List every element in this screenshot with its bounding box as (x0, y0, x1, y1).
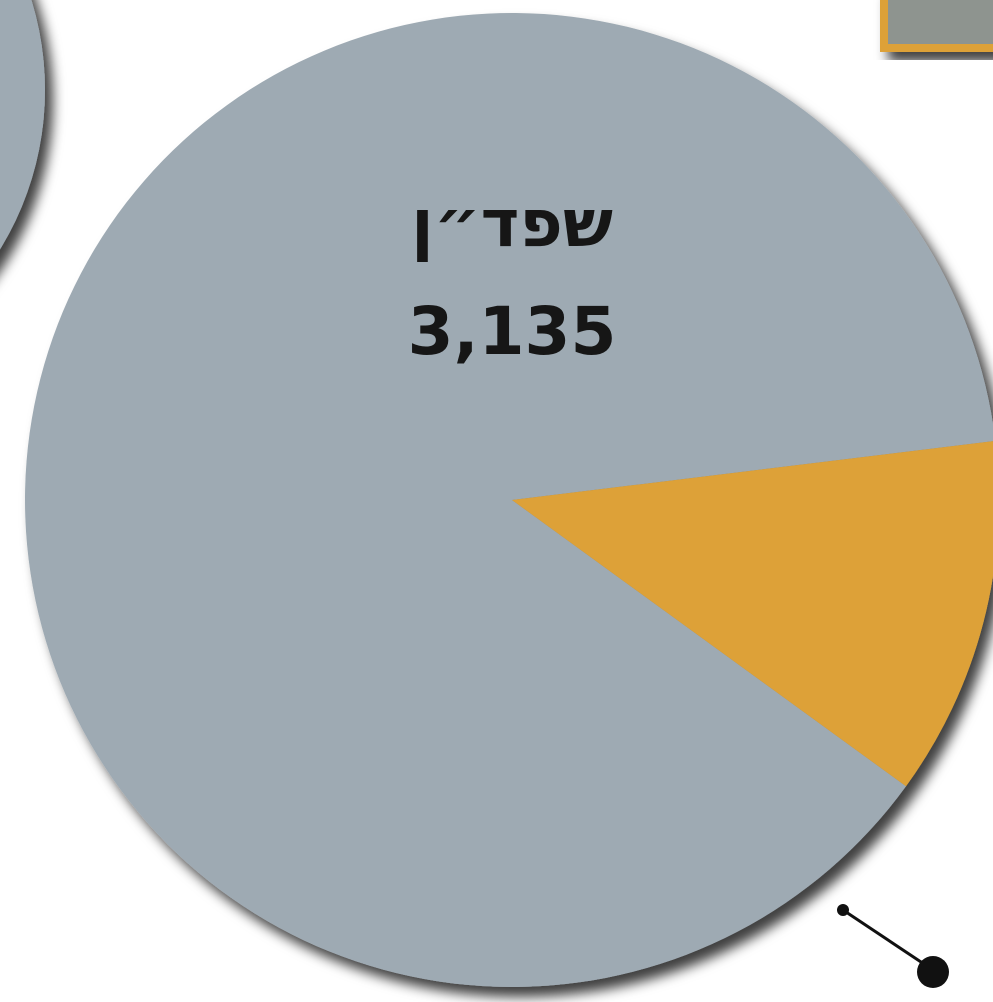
pie (25, 13, 993, 987)
connector (842, 908, 934, 972)
connector-dot (837, 904, 849, 916)
slice-label: שפד״ן (411, 185, 613, 262)
pie-slice (512, 441, 993, 787)
corner-box (880, 0, 993, 52)
neighbor-pie (0, 0, 45, 250)
connector-dot (917, 956, 949, 988)
slice-value: 3,135 (408, 293, 617, 370)
pie-slice (25, 13, 993, 987)
